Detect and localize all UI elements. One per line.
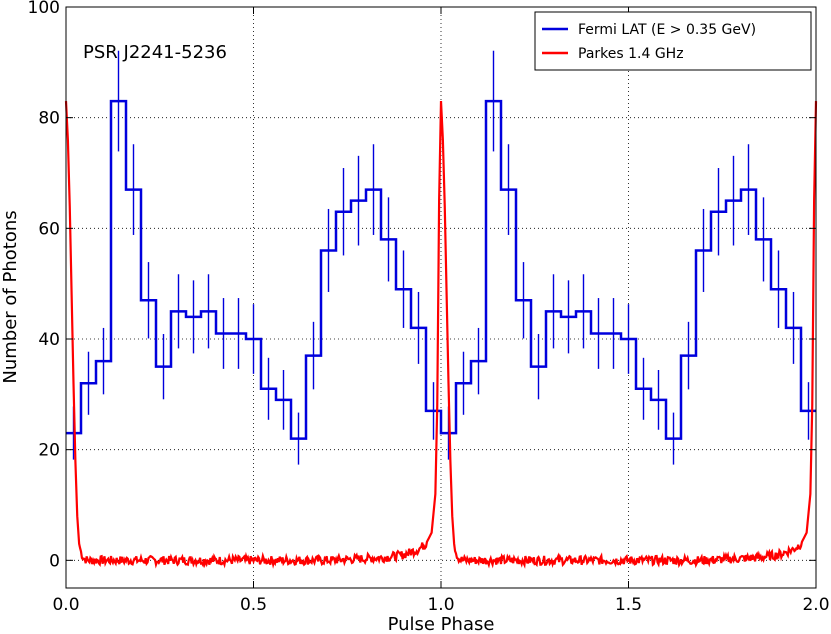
x-tick-label-3: 1.5 xyxy=(615,595,642,615)
x-tick-label-0: 0.0 xyxy=(52,595,79,615)
x-tick-label-2: 1.0 xyxy=(427,595,454,615)
parkes-profile-line xyxy=(64,101,818,569)
fermi-step-line xyxy=(66,99,816,440)
y-tick-label-0: 0 xyxy=(49,551,60,571)
series-fermi-lat xyxy=(66,50,816,465)
tick-labels: 0.0 0.5 1.0 1.5 2.0 0 20 40 60 80 100 xyxy=(28,0,830,615)
y-tick-label-3: 60 xyxy=(38,219,60,239)
x-axis-label: Pulse Phase xyxy=(388,614,495,634)
axis-ticks xyxy=(65,6,817,588)
y-axis-label: Number of Photons xyxy=(0,210,21,383)
y-tick-label-1: 20 xyxy=(38,441,60,461)
y-tick-label-5: 100 xyxy=(28,0,60,18)
legend-label-fermi: Fermi LAT (E > 0.35 GeV) xyxy=(578,22,756,38)
x-tick-label-4: 2.0 xyxy=(802,595,829,615)
legend: Fermi LAT (E > 0.35 GeV) Parkes 1.4 GHz xyxy=(534,11,812,71)
pulsar-name-annotation: PSR J2241-5236 xyxy=(83,42,227,63)
x-tick-label-1: 0.5 xyxy=(240,595,267,615)
y-tick-label-4: 80 xyxy=(38,109,60,129)
legend-label-parkes: Parkes 1.4 GHz xyxy=(578,46,684,62)
legend-box xyxy=(534,11,812,71)
series-parkes xyxy=(64,101,818,569)
y-tick-label-2: 40 xyxy=(38,330,60,350)
